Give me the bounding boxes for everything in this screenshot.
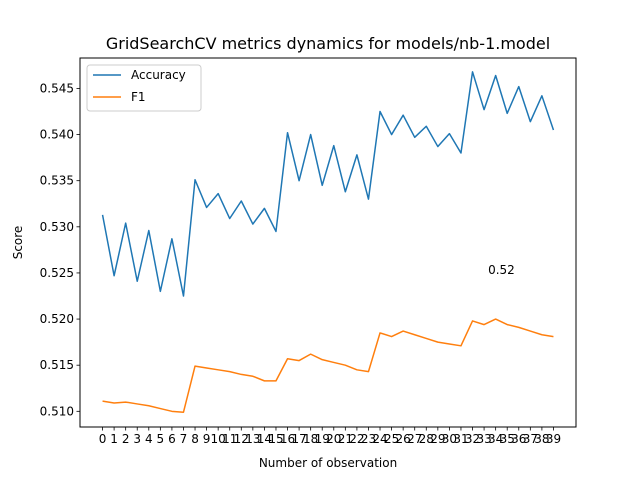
- x-tick-label: 27: [407, 432, 422, 446]
- x-tick-label: 17: [291, 432, 306, 446]
- x-tick-label: 3: [133, 432, 141, 446]
- x-tick-label: 31: [453, 432, 468, 446]
- x-tick-label: 18: [303, 432, 318, 446]
- x-tick-label: 15: [268, 432, 283, 446]
- x-axis-label: Number of observation: [259, 456, 397, 470]
- x-tick-label: 10: [211, 432, 226, 446]
- x-tick-label: 33: [476, 432, 491, 446]
- x-tick-label: 21: [338, 432, 353, 446]
- series-layer: [101, 71, 555, 413]
- legend: Accuracy F1: [86, 64, 202, 112]
- legend-label-accuracy: Accuracy: [131, 68, 186, 82]
- x-tick-label: 6: [168, 432, 176, 446]
- x-tick-label: 12: [234, 432, 249, 446]
- y-tick-label: 0.525: [40, 266, 74, 280]
- x-tick-label: 20: [326, 432, 341, 446]
- x-tick-label: 37: [523, 432, 538, 446]
- plot-area: [80, 58, 576, 427]
- x-tick-label: 29: [430, 432, 445, 446]
- axes-layer: [79, 57, 577, 428]
- x-tick-label: 36: [511, 432, 526, 446]
- chart-title: GridSearchCV metrics dynamics for models…: [106, 34, 550, 53]
- x-tick-label: 19: [315, 432, 330, 446]
- x-tick-label: 14: [257, 432, 272, 446]
- x-tick-label: 9: [203, 432, 211, 446]
- x-tick-label: 34: [488, 432, 503, 446]
- x-tick-label: 0: [99, 432, 107, 446]
- y-axis-label: Score: [11, 226, 25, 260]
- x-tick-label: 13: [245, 432, 260, 446]
- annotations: 0.52: [488, 263, 515, 277]
- y-tick-label: 0.540: [40, 128, 74, 142]
- y-tick-label: 0.530: [40, 220, 74, 234]
- x-axis-ticks: 0 1 2 3 4 5 6 7 8 9 101112131415161718192021222324…: [99, 427, 561, 446]
- annotation-text: 0.52: [488, 263, 515, 277]
- x-tick-label: 7: [180, 432, 188, 446]
- y-tick-label: 0.535: [40, 174, 74, 188]
- x-tick-label: 26: [396, 432, 411, 446]
- x-tick-label: 1: [110, 432, 118, 446]
- x-tick-label: 8: [191, 432, 199, 446]
- legend-label-f1: F1: [131, 90, 146, 104]
- x-tick-label: 23: [361, 432, 376, 446]
- y-tick-label: 0.510: [40, 404, 74, 418]
- x-tick-label: 22: [349, 432, 364, 446]
- x-tick-label: 24: [372, 432, 387, 446]
- y-tick-label: 0.515: [40, 358, 74, 372]
- x-tick-label: 39: [546, 432, 561, 446]
- y-axis-ticks: 0.510 0.515 0.520 0.525 0.530 0.535 0.540 0.545: [40, 81, 80, 418]
- x-tick-label: 11: [222, 432, 237, 446]
- plot-frame: [79, 57, 577, 428]
- x-tick-label: 38: [534, 432, 549, 446]
- legend-box: [86, 64, 202, 112]
- y-tick-label: 0.545: [40, 81, 74, 95]
- y-tick-label: 0.520: [40, 312, 74, 326]
- x-tick-label: 4: [145, 432, 153, 446]
- series-line-f1: [102, 318, 554, 413]
- x-tick-label: 30: [442, 432, 457, 446]
- x-tick-label: 35: [500, 432, 515, 446]
- x-tick-label: 2: [122, 432, 130, 446]
- x-tick-label: 32: [465, 432, 480, 446]
- x-tick-label: 5: [157, 432, 165, 446]
- x-tick-label: 16: [280, 432, 295, 446]
- series-line-accuracy: [101, 71, 555, 297]
- x-tick-label: 28: [419, 432, 434, 446]
- x-tick-label: 25: [384, 432, 399, 446]
